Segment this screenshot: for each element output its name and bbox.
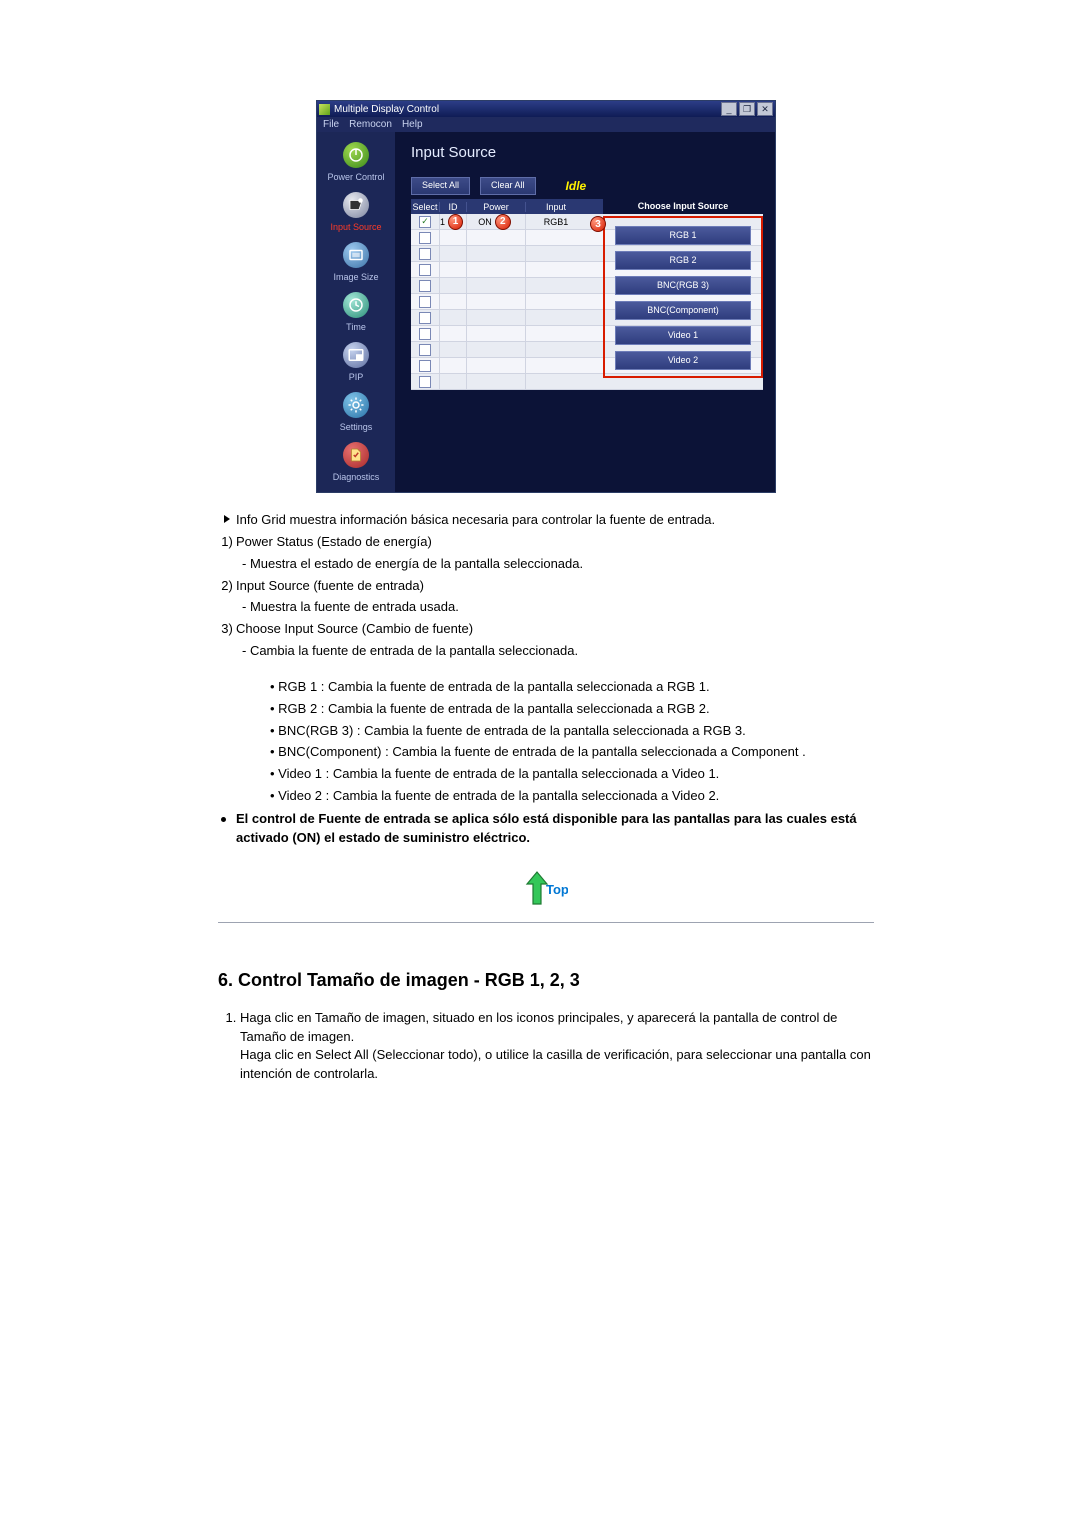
info-grid-desc: Info Grid muestra información básica nec…: [236, 511, 874, 530]
row-checkbox[interactable]: [419, 280, 431, 292]
source-button-rgb-2[interactable]: RGB 2: [615, 251, 751, 270]
row-checkbox[interactable]: ✓: [419, 216, 431, 228]
menu-help[interactable]: Help: [402, 119, 423, 130]
diagnostics-icon: [343, 442, 369, 468]
sidebar-item-label: Time: [346, 322, 366, 332]
time-icon: [343, 292, 369, 318]
sidebar-item-label: Input Source: [330, 222, 381, 232]
callout-marker-2: 2: [495, 214, 511, 230]
bullet-line: • Video 2 : Cambia la fuente de entrada …: [218, 787, 874, 806]
item-2-sub: - Muestra la fuente de entrada usada.: [218, 598, 874, 617]
sidebar-item-label: Power Control: [327, 172, 384, 182]
item-3-sub: - Cambia la fuente de entrada de la pant…: [218, 642, 874, 661]
bullet-line: • RGB 1 : Cambia la fuente de entrada de…: [218, 678, 874, 697]
sidebar-item-image-size[interactable]: Image Size: [321, 238, 391, 286]
callout-marker-3: 3: [590, 216, 606, 232]
menu-remocon[interactable]: Remocon: [349, 119, 392, 130]
section-6-step-1: Haga clic en Tamaño de imagen, situado e…: [240, 1009, 874, 1084]
section-6-heading: 6. Control Tamaño de imagen - RGB 1, 2, …: [218, 967, 874, 993]
select-all-button[interactable]: Select All: [411, 177, 470, 195]
sidebar-item-input-source[interactable]: Input Source: [321, 188, 391, 236]
row-checkbox[interactable]: [419, 360, 431, 372]
sidebar-item-power-control[interactable]: Power Control: [321, 138, 391, 186]
info-grid: Select ID Power Input ✓11ON2RGB1 Choose …: [411, 199, 763, 390]
clear-all-button[interactable]: Clear All: [480, 177, 536, 195]
source-button-rgb-1[interactable]: RGB 1: [615, 226, 751, 245]
choose-source-title: Choose Input Source: [603, 199, 763, 214]
settings-icon: [343, 392, 369, 418]
row-checkbox[interactable]: [419, 248, 431, 260]
item-3-title: Choose Input Source (Cambio de fuente): [236, 620, 874, 639]
top-label: Top: [546, 882, 568, 897]
source-button-video-1[interactable]: Video 1: [615, 326, 751, 345]
item-1-title: Power Status (Estado de energía): [236, 533, 874, 552]
item-1-sub: - Muestra el estado de energía de la pan…: [218, 555, 874, 574]
row-checkbox[interactable]: [419, 312, 431, 324]
row-checkbox[interactable]: [419, 296, 431, 308]
section-divider: [218, 922, 874, 923]
maximize-button[interactable]: ❐: [739, 102, 755, 116]
minimize-button[interactable]: _: [721, 102, 737, 116]
sidebar-item-label: PIP: [349, 372, 364, 382]
row-checkbox[interactable]: [419, 376, 431, 388]
app-icon: [319, 104, 330, 115]
close-button[interactable]: ✕: [757, 102, 773, 116]
col-power: Power: [467, 202, 526, 212]
col-input: Input: [526, 202, 586, 212]
inputsrc-icon: [343, 192, 369, 218]
row-checkbox[interactable]: [419, 232, 431, 244]
col-select: Select: [411, 202, 440, 212]
titlebar: Multiple Display Control _ ❐ ✕: [317, 101, 775, 117]
idle-label: Idle: [566, 179, 587, 193]
note-text: El control de Fuente de entrada se aplic…: [236, 810, 874, 848]
sidebar-item-time[interactable]: Time: [321, 288, 391, 336]
sidebar: Power Control Input Source Image Size Time P…: [317, 132, 395, 492]
back-to-top-link[interactable]: Top: [524, 870, 568, 908]
app-window: Multiple Display Control _ ❐ ✕ File Remo…: [316, 100, 776, 493]
note-bullet-icon: [218, 810, 236, 829]
power-icon: [343, 142, 369, 168]
bullet-line: • RGB 2 : Cambia la fuente de entrada de…: [218, 700, 874, 719]
row-checkbox[interactable]: [419, 344, 431, 356]
bullet-line: • BNC(Component) : Cambia la fuente de e…: [218, 743, 874, 762]
bullet-line: • BNC(RGB 3) : Cambia la fuente de entra…: [218, 722, 874, 741]
main-panel: Input Source Select All Clear All Idle S…: [395, 132, 775, 492]
row-checkbox[interactable]: [419, 328, 431, 340]
pip-icon: [343, 342, 369, 368]
col-id: ID: [440, 202, 467, 212]
sidebar-item-label: Settings: [340, 422, 373, 432]
callout-marker-1: 1: [448, 214, 463, 230]
sidebar-item-label: Image Size: [333, 272, 378, 282]
sidebar-item-pip[interactable]: PIP: [321, 338, 391, 386]
menubar: File Remocon Help: [317, 117, 775, 132]
item-2-title: Input Source (fuente de entrada): [236, 577, 874, 596]
source-button-bnc-rgb-3[interactable]: BNC(RGB 3): [615, 276, 751, 295]
source-button-video-2[interactable]: Video 2: [615, 351, 751, 370]
source-button-bnc-component[interactable]: BNC(Component): [615, 301, 751, 320]
row-checkbox[interactable]: [419, 264, 431, 276]
bullet-line: • Video 1 : Cambia la fuente de entrada …: [218, 765, 874, 784]
arrow-icon: [218, 511, 236, 530]
menu-file[interactable]: File: [323, 119, 339, 130]
sidebar-item-settings[interactable]: Settings: [321, 388, 391, 436]
choose-source-box: 3 RGB 1RGB 2BNC(RGB 3)BNC(Component)Vide…: [603, 216, 763, 378]
imagesize-icon: [343, 242, 369, 268]
sidebar-item-label: Diagnostics: [333, 472, 380, 482]
panel-title: Input Source: [411, 144, 763, 161]
window-title: Multiple Display Control: [334, 104, 719, 115]
sidebar-item-diagnostics[interactable]: Diagnostics: [321, 438, 391, 486]
